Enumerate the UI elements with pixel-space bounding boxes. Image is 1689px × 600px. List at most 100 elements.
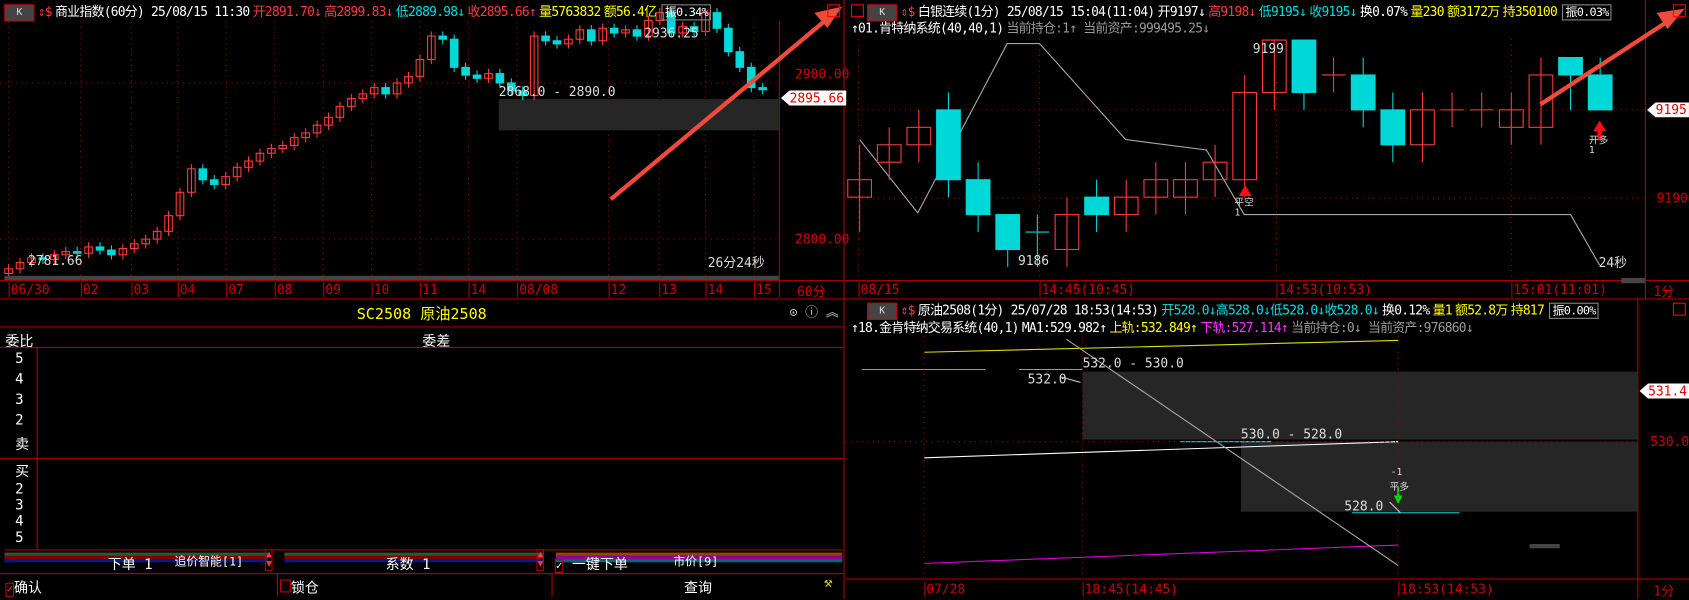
time-tick: 07/28 (924, 581, 965, 597)
candlestick (552, 36, 562, 49)
candlestick (107, 245, 116, 260)
close-long-arrow-icon (1393, 486, 1403, 505)
lightning-icon[interactable]: ⓘ (805, 304, 819, 320)
amplitude[interactable]: 振0.03% (1562, 4, 1612, 21)
candle-body (152, 230, 162, 240)
period-label[interactable]: 60分 (797, 284, 826, 300)
candlestick (369, 82, 379, 99)
time-tick: 18:53(14:53) (1398, 581, 1494, 597)
chase-price-option[interactable]: 追价智能[1] (174, 554, 244, 569)
candle-body (4, 268, 13, 275)
candle-body (15, 262, 25, 270)
factor-field[interactable]: 系数 1 (385, 556, 431, 574)
time-tick: 10 (371, 282, 389, 298)
candlestick (50, 250, 59, 265)
period-label[interactable]: 1分 (1653, 583, 1675, 599)
candle-body (50, 254, 59, 260)
candlestick (472, 70, 482, 83)
holding-info: 当前持仓:1↑ 当前资产:999495.25↓ (1006, 20, 1210, 36)
candle-body (461, 66, 470, 76)
candlestick (198, 164, 208, 185)
buy-level: 3 (15, 497, 24, 514)
candlestick (655, 7, 665, 26)
time-tick: 14:53(10:53) (1276, 282, 1372, 298)
confirm-checkbox[interactable]: ✓确认 (5, 580, 43, 597)
sell-level: 2 (15, 412, 24, 429)
candlestick (61, 246, 71, 260)
candle-body (449, 38, 459, 68)
candle-body (95, 246, 105, 251)
candlestick (347, 93, 356, 112)
ma-value: MA1:529.982↑ (1021, 319, 1107, 336)
candle-body (936, 109, 961, 181)
bid-diff-label: 委差 (422, 333, 451, 351)
time-axis-border (845, 280, 1689, 282)
qty-stepper[interactable]: ▲ ▼ (264, 549, 273, 571)
candlestick (1202, 144, 1228, 198)
dollar-sort-icon[interactable]: ⇕$ (900, 4, 916, 20)
candlestick (301, 128, 310, 143)
candle-body (552, 40, 562, 45)
candle-body (507, 82, 516, 92)
period-label[interactable]: 1分 (1653, 284, 1675, 300)
k-line-button[interactable]: K (4, 3, 35, 22)
maximize-button[interactable] (1672, 302, 1686, 316)
lock-checkbox[interactable]: 锁仓 (280, 576, 319, 597)
dollar-sort-icon[interactable]: ⇕$ (900, 302, 916, 318)
maximize-button[interactable] (1672, 4, 1686, 18)
candle-body (529, 35, 539, 96)
scroll-thumb[interactable] (1621, 277, 1645, 284)
candle-body (381, 87, 390, 95)
k-line-button[interactable]: K (867, 302, 898, 320)
candlestick (289, 132, 299, 151)
time-tick: 13 (659, 282, 677, 298)
candle-body (644, 19, 653, 37)
candle-body (335, 105, 345, 118)
candle-body (701, 12, 710, 32)
turnover: 换0.07% (1359, 4, 1408, 20)
candlestick (758, 82, 767, 95)
candlestick (461, 62, 470, 80)
amplitude[interactable]: 振0.00% (1549, 302, 1599, 319)
candle-body (198, 168, 208, 181)
candlestick (598, 23, 608, 46)
candlestick (1321, 57, 1346, 93)
price-axis-border (778, 21, 780, 298)
k-line-button[interactable]: K (867, 3, 898, 22)
candlestick (1291, 39, 1317, 110)
candle-body (1587, 74, 1613, 111)
system-info: ↑01.肯特纳系统(40,40,1) 当前持仓:1↑ 当前资产:999495.25… (851, 18, 1213, 37)
market-price-option[interactable]: 市价[9] (673, 554, 719, 569)
price-tick: 2900.00 (794, 66, 850, 82)
maximize-button[interactable] (850, 4, 864, 18)
top-right-header: K ⇕$ 白银连续(1分) 25/08/15 15:04(11:04) 开9197↓ 高… (867, 2, 1615, 22)
candlestick (666, 7, 676, 38)
system-name: ↑18.金肯特纳交易系统(40,1) (850, 319, 1019, 336)
factor-stepper[interactable]: ▲ ▼ (536, 549, 545, 571)
maximize-button[interactable] (827, 4, 841, 18)
collapse-icon[interactable]: ︽ (825, 304, 839, 320)
candlestick (427, 31, 436, 65)
candle-body (118, 247, 128, 256)
target-icon[interactable]: ⊙ (789, 304, 798, 320)
candle-body (1558, 56, 1583, 76)
scroll-thumb[interactable] (4, 275, 779, 281)
time-axis-border (0, 280, 844, 282)
candlestick (621, 25, 630, 38)
query-button[interactable]: 查询 (684, 580, 713, 597)
zone-label: 532.0 - 530.0 (1082, 355, 1184, 371)
candle-body (61, 251, 71, 256)
dollar-sort-icon[interactable]: ⇕$ (37, 4, 53, 20)
scroll-thumb[interactable] (1529, 543, 1560, 549)
current-price-tag: 531.4 (1639, 383, 1689, 399)
candle-body (129, 243, 139, 250)
one-click-order-toggle[interactable]: ✓ 一键下单 (554, 556, 628, 574)
chart-title: 商业指数(60分) 25/08/15 11:30 (55, 4, 250, 20)
candlestick (1113, 179, 1139, 233)
tools-icon[interactable]: ⚒ (824, 575, 833, 592)
candle-body (995, 214, 1021, 251)
order-qty-field[interactable]: 下单 1 (107, 556, 153, 574)
candle-body (209, 179, 219, 186)
amplitude[interactable]: 振0.34% (661, 4, 712, 21)
